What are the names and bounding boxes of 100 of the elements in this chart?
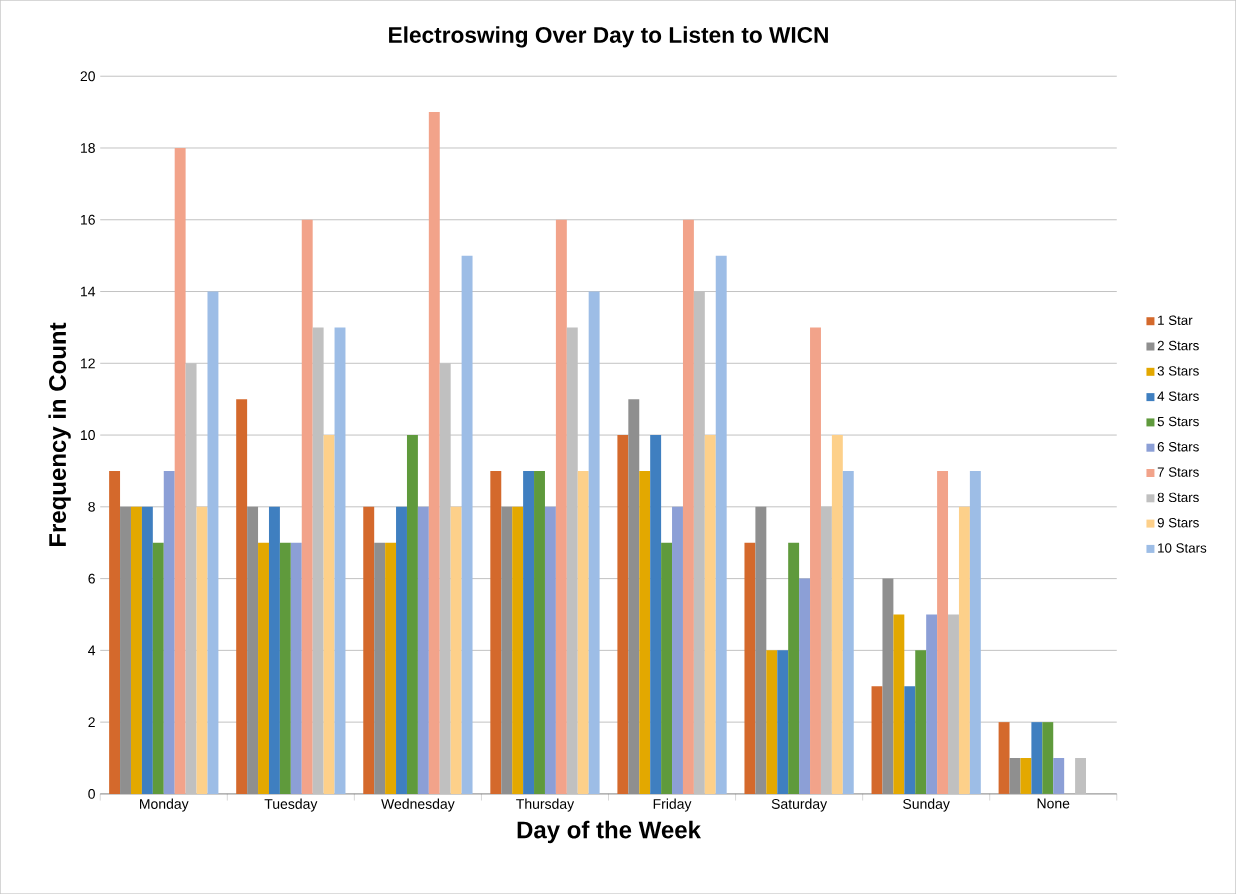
bar bbox=[893, 614, 905, 794]
bar bbox=[871, 686, 883, 794]
bar bbox=[926, 614, 938, 794]
bar bbox=[236, 399, 248, 794]
bar bbox=[523, 470, 535, 794]
bar bbox=[704, 435, 716, 794]
bar bbox=[512, 506, 524, 794]
bar bbox=[958, 506, 970, 794]
bar bbox=[672, 506, 683, 794]
bar bbox=[312, 327, 324, 794]
bar bbox=[534, 470, 545, 794]
bar bbox=[323, 435, 335, 794]
bar bbox=[163, 470, 175, 794]
bar bbox=[969, 470, 981, 794]
x-tick-label: Wednesday bbox=[381, 798, 455, 812]
bar bbox=[682, 219, 694, 794]
bar bbox=[374, 542, 386, 794]
legend-label: 6 Stars bbox=[1157, 442, 1199, 452]
legend-label: 8 Stars bbox=[1157, 492, 1199, 503]
y-tick-label: 20 bbox=[80, 71, 95, 82]
x-tick-label: Saturday bbox=[771, 798, 828, 812]
bar bbox=[661, 542, 673, 794]
x-tick-label: Tuesday bbox=[264, 798, 318, 812]
y-tick-label: 4 bbox=[88, 645, 96, 656]
bar bbox=[1075, 757, 1087, 794]
bar bbox=[290, 542, 302, 794]
bar bbox=[417, 506, 429, 794]
bar bbox=[810, 327, 821, 794]
bar bbox=[744, 542, 756, 794]
bar bbox=[428, 112, 440, 794]
bar bbox=[544, 506, 556, 794]
x-tick-label: Thursday bbox=[516, 798, 575, 812]
y-tick-label: 14 bbox=[81, 286, 96, 297]
bar bbox=[1009, 757, 1021, 794]
legend-label: 4 Stars bbox=[1157, 391, 1199, 401]
bar bbox=[185, 363, 197, 794]
y-tick-label: 0 bbox=[88, 788, 95, 799]
y-tick-label: 12 bbox=[81, 358, 95, 369]
bar bbox=[174, 147, 186, 794]
bar bbox=[788, 542, 800, 794]
bar bbox=[820, 506, 832, 794]
bar bbox=[450, 506, 462, 794]
bar bbox=[831, 435, 843, 794]
bar bbox=[799, 578, 811, 794]
x-tick-label: Friday bbox=[653, 798, 692, 812]
bar bbox=[363, 506, 375, 794]
bar bbox=[715, 255, 727, 794]
y-axis-title: Frequency in Count bbox=[48, 322, 71, 547]
bar bbox=[1042, 722, 1054, 794]
bar bbox=[566, 327, 578, 794]
x-tick-label: Monday bbox=[140, 798, 189, 812]
bar bbox=[555, 219, 567, 794]
bar bbox=[639, 470, 651, 794]
legend-label: 2 Stars bbox=[1157, 340, 1199, 351]
legend-label: 7 Stars bbox=[1157, 467, 1199, 477]
chart-title: Electroswing Over Day to Listen to WICN bbox=[389, 26, 828, 48]
bar bbox=[617, 435, 629, 794]
bar bbox=[141, 506, 153, 794]
bar bbox=[152, 542, 164, 794]
legend-label: 5 Stars bbox=[1157, 416, 1199, 427]
bar bbox=[490, 470, 502, 794]
bar bbox=[130, 506, 142, 794]
bar bbox=[196, 506, 208, 794]
bar bbox=[777, 650, 789, 794]
bar bbox=[998, 722, 1010, 794]
legend-label: 1 Star bbox=[1158, 315, 1193, 325]
bar bbox=[385, 542, 397, 794]
y-tick-label: 10 bbox=[81, 430, 95, 440]
bar bbox=[207, 291, 219, 794]
bar bbox=[334, 327, 346, 794]
x-axis-title: Day of the Week bbox=[517, 820, 701, 844]
bar bbox=[1053, 757, 1065, 794]
bar bbox=[948, 614, 959, 794]
y-tick-label: 16 bbox=[81, 214, 95, 225]
y-tick-label: 18 bbox=[81, 142, 95, 153]
legend-label: 3 Stars bbox=[1157, 366, 1199, 376]
bar bbox=[904, 686, 916, 794]
bar bbox=[842, 470, 854, 794]
bar bbox=[396, 506, 407, 794]
bar bbox=[109, 470, 121, 794]
bar bbox=[1020, 757, 1032, 794]
bar bbox=[693, 291, 705, 794]
bar bbox=[301, 219, 313, 794]
bar bbox=[406, 435, 418, 794]
bar bbox=[258, 542, 269, 794]
bar bbox=[577, 470, 589, 794]
bar bbox=[650, 435, 662, 794]
bar bbox=[268, 506, 280, 794]
y-tick-label: 6 bbox=[88, 573, 95, 584]
bar bbox=[1031, 722, 1043, 794]
x-tick-label: None bbox=[1037, 798, 1070, 809]
bar bbox=[439, 363, 451, 794]
bar bbox=[766, 650, 778, 794]
x-tick-label: Sunday bbox=[903, 798, 950, 812]
bar bbox=[279, 542, 291, 794]
y-tick-label: 8 bbox=[88, 501, 95, 512]
legend-label: 9 Stars bbox=[1157, 517, 1199, 528]
y-tick-label: 2 bbox=[88, 717, 95, 727]
bar bbox=[461, 255, 473, 794]
bar bbox=[937, 470, 949, 794]
